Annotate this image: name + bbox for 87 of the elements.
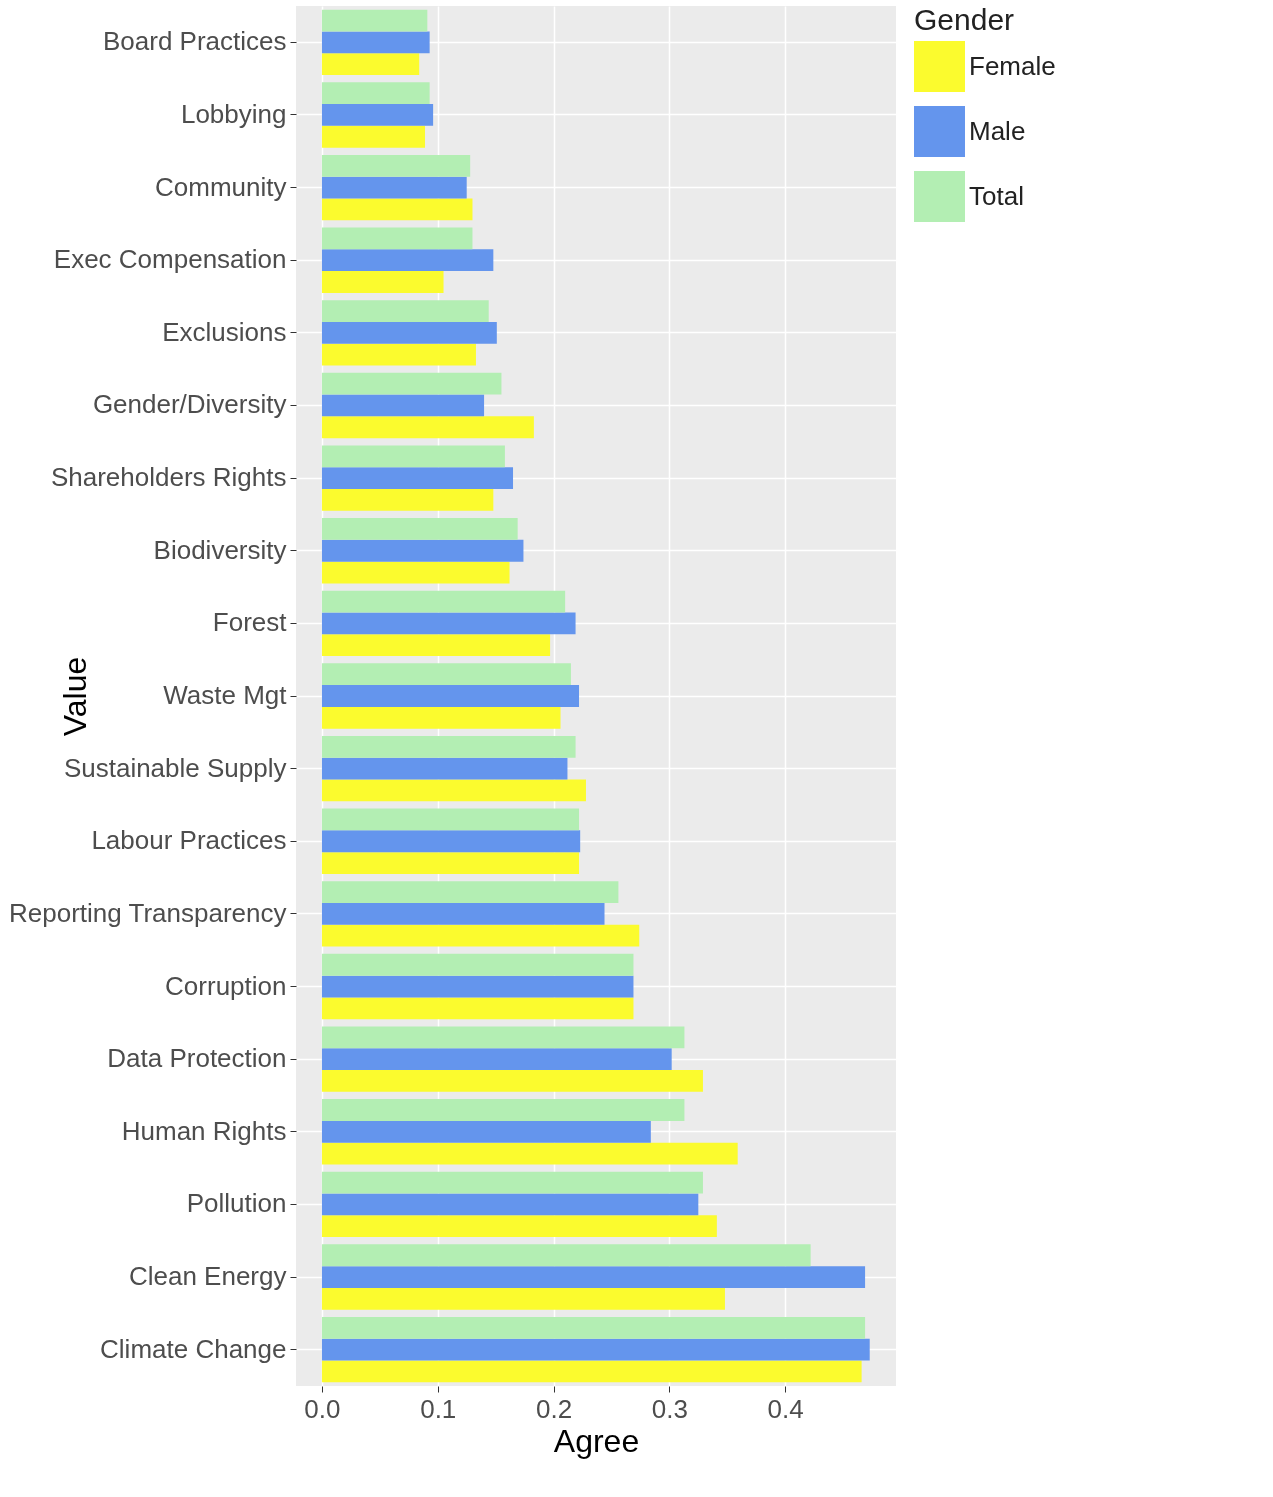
bar bbox=[321, 706, 561, 729]
bar bbox=[321, 663, 571, 686]
bar bbox=[321, 757, 568, 780]
y-tick-label: Exec Compensation bbox=[53, 244, 287, 275]
x-tick-label: 0.2 bbox=[535, 1393, 573, 1424]
y-axis-title: Value bbox=[56, 656, 93, 737]
y-tick-label: Reporting Transparency bbox=[9, 897, 287, 928]
bar bbox=[321, 31, 430, 54]
bar bbox=[321, 1026, 685, 1049]
bar bbox=[321, 634, 551, 657]
x-tick-label: 0.0 bbox=[304, 1393, 341, 1424]
bar bbox=[321, 1171, 703, 1194]
y-tick-label: Lobbying bbox=[180, 98, 287, 129]
x-tick-label: 0.4 bbox=[767, 1393, 804, 1424]
bar bbox=[321, 176, 467, 199]
y-tick-label: Data Protection bbox=[107, 1043, 287, 1074]
bar bbox=[321, 975, 634, 998]
y-tick-label: Corruption bbox=[165, 970, 287, 1001]
bar bbox=[321, 1244, 811, 1267]
bar bbox=[321, 154, 471, 177]
bar bbox=[321, 1193, 699, 1216]
bar bbox=[321, 489, 494, 511]
y-tick-label: Clean Energy bbox=[128, 1261, 287, 1292]
bar bbox=[321, 1099, 685, 1121]
bar bbox=[321, 1142, 738, 1165]
y-tick-label: Sustainable Supply bbox=[63, 752, 287, 783]
y-tick-label: Board Practices bbox=[102, 26, 287, 57]
bar bbox=[321, 445, 505, 468]
bar bbox=[321, 372, 502, 395]
bar bbox=[321, 321, 497, 344]
bar bbox=[321, 735, 576, 758]
bar bbox=[321, 779, 586, 802]
bar bbox=[321, 1215, 717, 1238]
bar bbox=[321, 1317, 866, 1339]
bar bbox=[321, 104, 434, 126]
bar bbox=[321, 1120, 651, 1143]
bar bbox=[321, 1266, 866, 1288]
bar bbox=[321, 830, 581, 853]
x-tick-label: 0.3 bbox=[651, 1393, 688, 1424]
bar bbox=[321, 953, 634, 976]
legend-title: Gender bbox=[914, 3, 1015, 36]
y-tick-label: Climate Change bbox=[100, 1333, 287, 1364]
y-tick-label: Exclusions bbox=[162, 316, 287, 347]
bar bbox=[321, 271, 444, 293]
y-tick-label: Community bbox=[155, 171, 287, 202]
bar bbox=[321, 227, 473, 250]
bar bbox=[321, 1360, 862, 1383]
bar bbox=[321, 125, 426, 148]
bar bbox=[321, 9, 428, 32]
bar bbox=[321, 881, 619, 903]
bar bbox=[321, 924, 640, 947]
bar bbox=[321, 394, 485, 417]
bar bbox=[321, 82, 430, 105]
y-tick-label: Labour Practices bbox=[91, 825, 287, 856]
legend-label: Male bbox=[969, 115, 1026, 146]
y-tick-label: Human Rights bbox=[121, 1115, 287, 1146]
legend-label: Total bbox=[969, 180, 1024, 211]
bar bbox=[321, 467, 514, 489]
y-tick-label: Pollution bbox=[186, 1188, 287, 1219]
legend-label: Female bbox=[969, 50, 1056, 81]
bar bbox=[321, 1070, 703, 1092]
bar bbox=[321, 561, 510, 584]
bar bbox=[321, 539, 524, 562]
y-tick-label: Biodiversity bbox=[153, 534, 287, 565]
y-tick-label: Gender/Diversity bbox=[92, 389, 287, 420]
bar bbox=[321, 685, 580, 707]
y-tick-label: Shareholders Rights bbox=[50, 462, 287, 493]
bar bbox=[321, 1338, 870, 1361]
bar bbox=[321, 416, 534, 439]
bar bbox=[321, 1048, 672, 1071]
bar bbox=[321, 53, 420, 75]
bar bbox=[321, 198, 473, 221]
y-tick-label: Forest bbox=[212, 607, 288, 638]
bar bbox=[321, 903, 605, 925]
bar bbox=[321, 249, 494, 272]
bar bbox=[321, 343, 476, 366]
x-axis-title: Agree bbox=[553, 1422, 640, 1459]
bar bbox=[321, 997, 634, 1020]
bar bbox=[321, 852, 580, 874]
bar bbox=[321, 612, 576, 635]
bar bbox=[321, 300, 489, 322]
bar bbox=[321, 518, 518, 540]
bar bbox=[321, 1287, 725, 1310]
y-tick-label: Waste Mgt bbox=[163, 680, 288, 710]
x-tick-label: 0.1 bbox=[420, 1393, 457, 1424]
bar bbox=[321, 808, 580, 831]
bar bbox=[321, 590, 566, 613]
